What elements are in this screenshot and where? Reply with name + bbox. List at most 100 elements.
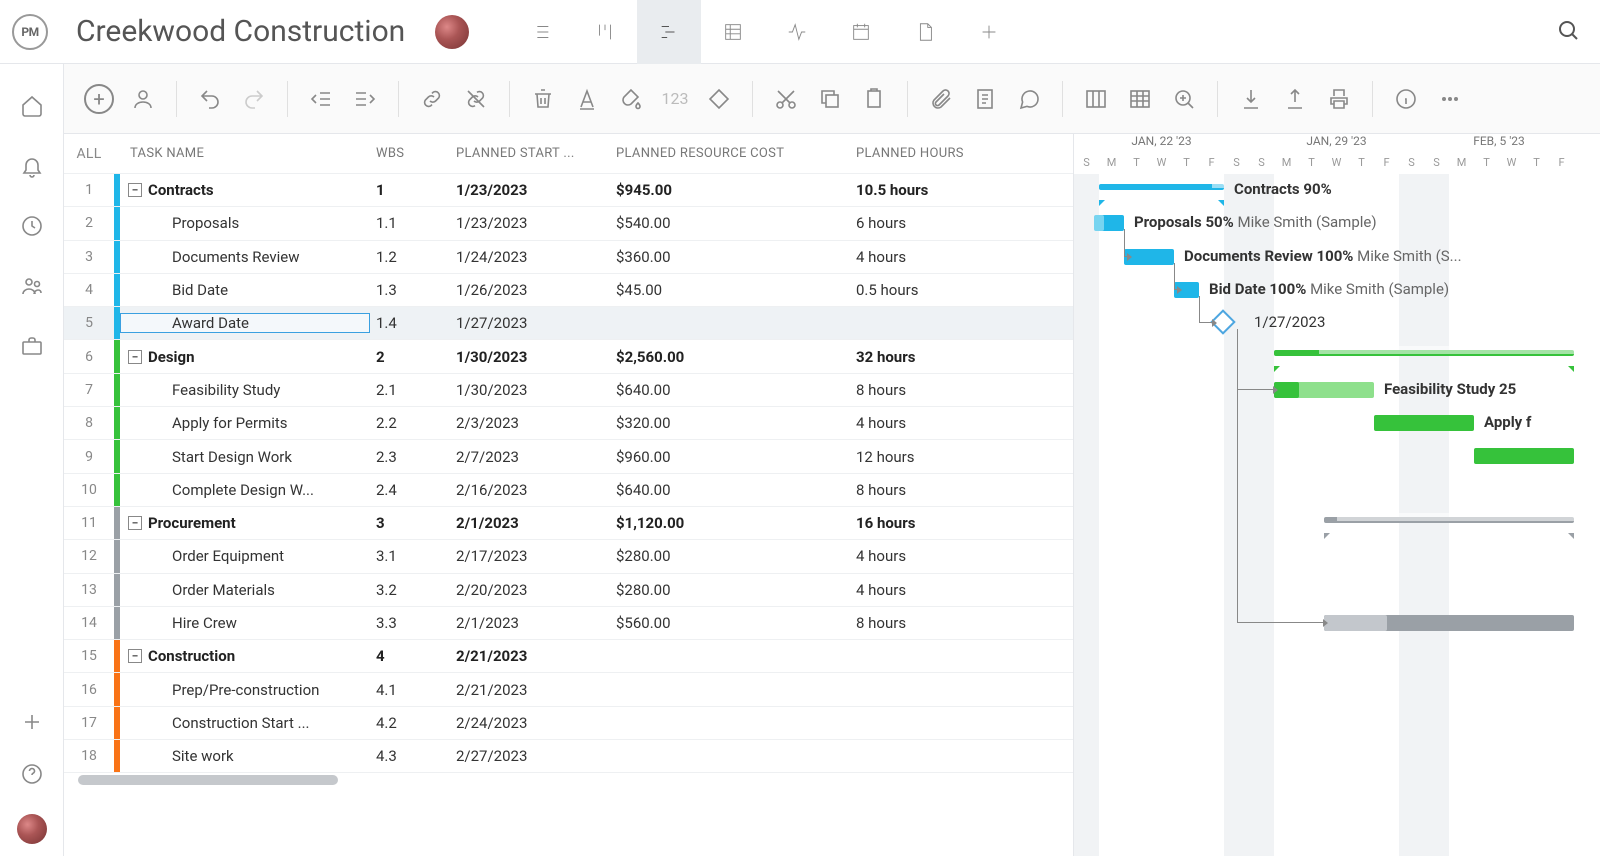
info-button[interactable] — [1389, 82, 1423, 116]
start-cell[interactable]: 1/23/2023 — [450, 214, 610, 232]
wbs-cell[interactable]: 1.3 — [370, 281, 450, 299]
cost-cell[interactable]: $280.00 — [610, 547, 850, 565]
cost-cell[interactable]: $280.00 — [610, 581, 850, 599]
link-button[interactable] — [415, 82, 449, 116]
table-row[interactable]: 6−Design21/30/2023$2,560.0032 hours — [64, 340, 1073, 373]
cost-cell[interactable]: $640.00 — [610, 381, 850, 399]
zoom-button[interactable] — [1167, 82, 1201, 116]
table-row[interactable]: 9Start Design Work2.32/7/2023$960.0012 h… — [64, 440, 1073, 473]
task-name-cell[interactable]: Site work — [120, 747, 370, 765]
team-icon[interactable] — [20, 274, 44, 298]
cost-cell[interactable]: $960.00 — [610, 448, 850, 466]
table-row[interactable]: 14Hire Crew3.32/1/2023$560.008 hours — [64, 607, 1073, 640]
wbs-cell[interactable]: 4.1 — [370, 681, 450, 699]
wbs-cell[interactable]: 3.1 — [370, 547, 450, 565]
start-cell[interactable]: 1/26/2023 — [450, 281, 610, 299]
gantt-row[interactable]: Apply f — [1074, 407, 1600, 440]
table-row[interactable]: 15−Construction42/21/2023 — [64, 640, 1073, 673]
wbs-cell[interactable]: 2 — [370, 348, 450, 366]
hours-cell[interactable]: 4 hours — [850, 581, 1010, 599]
start-cell[interactable]: 2/16/2023 — [450, 481, 610, 499]
gantt-row[interactable]: Documents Review 100% Mike Smith (S... — [1074, 241, 1600, 274]
milestone-button[interactable] — [702, 82, 736, 116]
start-cell[interactable]: 1/30/2023 — [450, 348, 610, 366]
wbs-cell[interactable]: 4.2 — [370, 714, 450, 732]
note-button[interactable] — [968, 82, 1002, 116]
wbs-cell[interactable]: 1.4 — [370, 314, 450, 332]
table-row[interactable]: 3Documents Review1.21/24/2023$360.004 ho… — [64, 241, 1073, 274]
briefcase-icon[interactable] — [20, 334, 44, 358]
number-format-button[interactable]: 123 — [658, 82, 692, 116]
wbs-cell[interactable]: 1.1 — [370, 214, 450, 232]
gantt-row[interactable]: Contracts 90% — [1074, 174, 1600, 207]
hours-cell[interactable]: 0.5 hours — [850, 281, 1010, 299]
project-avatar[interactable] — [435, 15, 469, 49]
hours-cell[interactable]: 10.5 hours — [850, 181, 1010, 199]
indent-button[interactable] — [348, 82, 382, 116]
table-row[interactable]: 2Proposals1.11/23/2023$540.006 hours — [64, 207, 1073, 240]
task-name-cell[interactable]: Prep/Pre-construction — [120, 681, 370, 699]
text-style-button[interactable] — [570, 82, 604, 116]
gantt-row[interactable] — [1074, 673, 1600, 706]
print-button[interactable] — [1322, 82, 1356, 116]
add-icon[interactable] — [20, 710, 44, 734]
gantt-summary-bar[interactable] — [1324, 517, 1574, 523]
cost-cell[interactable]: $1,120.00 — [610, 514, 850, 532]
gantt-row[interactable] — [1074, 640, 1600, 673]
task-name-cell[interactable]: Order Materials — [120, 581, 370, 599]
table-row[interactable]: 1−Contracts11/23/2023$945.0010.5 hours — [64, 174, 1073, 207]
grid-button[interactable] — [1123, 82, 1157, 116]
task-name-cell[interactable]: −Contracts — [120, 181, 370, 199]
task-name-cell[interactable]: Documents Review — [120, 248, 370, 266]
outdent-button[interactable] — [304, 82, 338, 116]
task-name-cell[interactable]: Order Equipment — [120, 547, 370, 565]
hours-cell[interactable]: 12 hours — [850, 448, 1010, 466]
task-name-cell[interactable]: −Design — [120, 348, 370, 366]
table-row[interactable]: 17Construction Start ...4.22/24/2023 — [64, 707, 1073, 740]
start-cell[interactable]: 2/21/2023 — [450, 681, 610, 699]
fill-color-button[interactable] — [614, 82, 648, 116]
start-cell[interactable]: 1/24/2023 — [450, 248, 610, 266]
hours-cell[interactable]: 4 hours — [850, 248, 1010, 266]
copy-button[interactable] — [813, 82, 847, 116]
start-cell[interactable]: 2/17/2023 — [450, 547, 610, 565]
user-avatar[interactable] — [17, 814, 47, 844]
gantt-task-bar[interactable] — [1374, 415, 1474, 431]
wbs-cell[interactable]: 1 — [370, 181, 450, 199]
start-cell[interactable]: 2/24/2023 — [450, 714, 610, 732]
wbs-cell[interactable]: 3.2 — [370, 581, 450, 599]
cost-cell[interactable]: $320.00 — [610, 414, 850, 432]
task-name-cell[interactable]: Feasibility Study — [120, 381, 370, 399]
task-name-cell[interactable]: Apply for Permits — [120, 414, 370, 432]
gantt-row[interactable]: 1/27/2023 — [1074, 307, 1600, 340]
cost-cell[interactable]: $2,560.00 — [610, 348, 850, 366]
undo-button[interactable] — [193, 82, 227, 116]
gantt-summary-bar[interactable] — [1099, 184, 1224, 190]
start-cell[interactable]: 2/20/2023 — [450, 581, 610, 599]
start-cell[interactable]: 1/27/2023 — [450, 314, 610, 332]
wbs-cell[interactable]: 4.3 — [370, 747, 450, 765]
hours-cell[interactable]: 4 hours — [850, 414, 1010, 432]
view-file-icon[interactable] — [893, 0, 957, 64]
start-cell[interactable]: 2/21/2023 — [450, 647, 610, 665]
col-header-cost[interactable]: PLANNED RESOURCE COST — [610, 146, 850, 161]
add-person-button[interactable] — [126, 82, 160, 116]
table-row[interactable]: 16Prep/Pre-construction4.12/21/2023 — [64, 673, 1073, 706]
gantt-row[interactable] — [1074, 340, 1600, 373]
horizontal-scrollbar[interactable] — [64, 773, 1073, 787]
view-add-icon[interactable] — [957, 0, 1021, 64]
gantt-row[interactable] — [1074, 607, 1600, 640]
table-row[interactable]: 12Order Equipment3.12/17/2023$280.004 ho… — [64, 540, 1073, 573]
gantt-row[interactable] — [1074, 440, 1600, 473]
view-board-icon[interactable] — [573, 0, 637, 64]
gantt-row[interactable] — [1074, 540, 1600, 573]
hours-cell[interactable]: 32 hours — [850, 348, 1010, 366]
delete-button[interactable] — [526, 82, 560, 116]
gantt-row[interactable] — [1074, 507, 1600, 540]
help-icon[interactable] — [20, 762, 44, 786]
table-row[interactable]: 4Bid Date1.31/26/2023$45.000.5 hours — [64, 274, 1073, 307]
view-activity-icon[interactable] — [765, 0, 829, 64]
cost-cell[interactable]: $560.00 — [610, 614, 850, 632]
comment-button[interactable] — [1012, 82, 1046, 116]
col-header-wbs[interactable]: WBS — [370, 146, 450, 161]
